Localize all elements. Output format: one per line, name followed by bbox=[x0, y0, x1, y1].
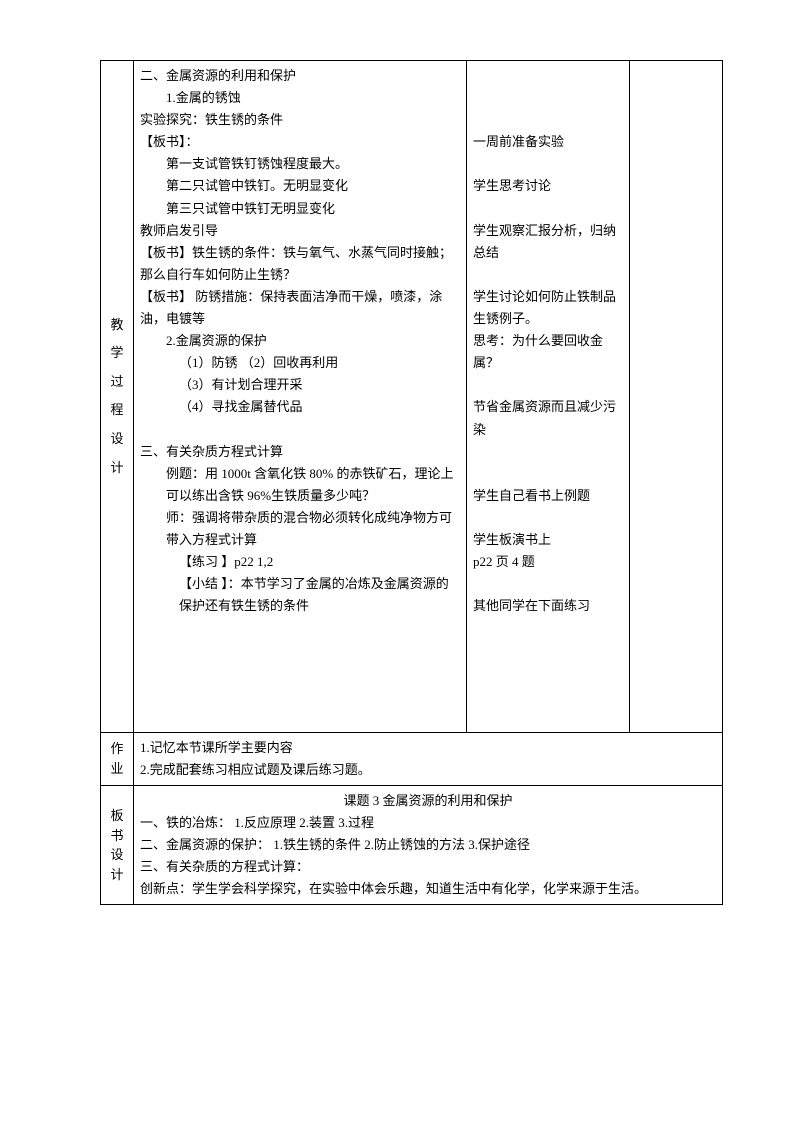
row-label-lesson-design: 教 学 过 程 设 计 bbox=[101, 61, 134, 733]
board-text: 【板书】 防锈措施：保持表面洁净而干燥，喷漆，涂油，电镀等 bbox=[140, 286, 460, 330]
text-line: 一、铁的冶炼： 1.反应原理 2.装置 3.过程 bbox=[140, 812, 716, 834]
text-line: （1）防锈 （2）回收再利用 bbox=[140, 352, 460, 374]
text-line: 学生观察汇报分析，归纳总结 bbox=[473, 220, 623, 264]
text-line: 学生自己看书上例题 bbox=[473, 485, 623, 507]
text-line: 第三只试管中铁钉无明显变化 bbox=[140, 198, 460, 220]
board-title: 课题 3 金属资源的利用和保护 bbox=[140, 790, 716, 812]
row-label-homework: 作 业 bbox=[101, 732, 134, 785]
table-row: 作 业 1.记忆本节课所学主要内容 2.完成配套练习相应试题及课后练习题。 bbox=[101, 732, 723, 785]
label-char: 业 bbox=[103, 759, 131, 779]
text-line: 学生讨论如何防止铁制品生锈例子。 bbox=[473, 286, 623, 330]
homework-cell: 1.记忆本节课所学主要内容 2.完成配套练习相应试题及课后练习题。 bbox=[134, 732, 723, 785]
text-line: 其他同学在下面练习 bbox=[473, 595, 623, 617]
subsection: 2.金属资源的保护 bbox=[140, 330, 460, 352]
label-char: 学 bbox=[103, 339, 131, 368]
text-line: 一周前准备实验 bbox=[473, 131, 623, 153]
label-char: 过 bbox=[103, 368, 131, 397]
text-line: 教师启发引导 bbox=[140, 220, 460, 242]
extra-cell bbox=[630, 61, 723, 733]
board-design-cell: 课题 3 金属资源的利用和保护 一、铁的冶炼： 1.反应原理 2.装置 3.过程… bbox=[134, 786, 723, 905]
table-row: 教 学 过 程 设 计 二、金属资源的利用和保护 1.金属的锈蚀 实验探究：铁生… bbox=[101, 61, 723, 733]
text-line: 二、金属资源的保护： 1.铁生锈的条件 2.防止锈蚀的方法 3.保护途径 bbox=[140, 834, 716, 856]
lesson-table: 教 学 过 程 设 计 二、金属资源的利用和保护 1.金属的锈蚀 实验探究：铁生… bbox=[100, 60, 723, 905]
text-line: 第一支试管铁钉锈蚀程度最大。 bbox=[140, 153, 460, 175]
text-line: 思考：为什么要回收金属？ bbox=[473, 330, 623, 374]
label-char: 书 bbox=[103, 826, 131, 846]
board-label: 【板书】： bbox=[140, 131, 460, 153]
text-line: 创新点：学生学会科学探究，在实验中体会乐趣，知道生活中有化学，化学来源于生活。 bbox=[140, 878, 716, 900]
label-char: 设 bbox=[103, 845, 131, 865]
label-char: 作 bbox=[103, 739, 131, 759]
example-text: 例题：用 1000t 含氧化铁 80% 的赤铁矿石，理论上可以练出含铁 96%生… bbox=[140, 463, 460, 507]
text-line: 三、有关杂质的方程式计算： bbox=[140, 856, 716, 878]
text-line: 实验探究：铁生锈的条件 bbox=[140, 109, 460, 131]
text-line: 师：强调将带杂质的混合物必须转化成纯净物方可带入方程式计算 bbox=[140, 507, 460, 551]
label-char: 设 bbox=[103, 425, 131, 454]
text-line: 2.完成配套练习相应试题及课后练习题。 bbox=[140, 759, 716, 781]
section-title: 三、有关杂质方程式计算 bbox=[140, 441, 460, 463]
label-char: 板 bbox=[103, 806, 131, 826]
text-line: 学生板演书上 bbox=[473, 529, 623, 551]
text-line: （4）寻找金属替代品 bbox=[140, 396, 460, 418]
subsection: 1.金属的锈蚀 bbox=[140, 87, 460, 109]
label-char: 计 bbox=[103, 865, 131, 885]
summary-text: 【小结 】：本节学习了金属的冶炼及金属资源的保护还有铁生锈的条件 bbox=[140, 573, 460, 617]
row-label-board-design: 板 书 设 计 bbox=[101, 786, 134, 905]
section-title: 二、金属资源的利用和保护 bbox=[140, 65, 460, 87]
text-line: 第二只试管中铁钉。无明显变化 bbox=[140, 175, 460, 197]
label-char: 教 bbox=[103, 311, 131, 340]
board-text: 【板书】铁生锈的条件：铁与氧气、水蒸气同时接触；那么自行车如何防止生锈？ bbox=[140, 242, 460, 286]
document-page: 教 学 过 程 设 计 二、金属资源的利用和保护 1.金属的锈蚀 实验探究：铁生… bbox=[0, 0, 800, 965]
label-char: 程 bbox=[103, 396, 131, 425]
text-line: 学生思考讨论 bbox=[473, 175, 623, 197]
text-line: 1.记忆本节课所学主要内容 bbox=[140, 737, 716, 759]
practice-text: 【练习 】p22 1,2 bbox=[140, 551, 460, 573]
table-row: 板 书 设 计 课题 3 金属资源的利用和保护 一、铁的冶炼： 1.反应原理 2… bbox=[101, 786, 723, 905]
text-line: p22 页 4 题 bbox=[473, 551, 623, 573]
right-content-cell: 一周前准备实验 学生思考讨论 学生观察汇报分析，归纳总结 学生讨论如何防止铁制品… bbox=[467, 61, 630, 733]
text-line: （3）有计划合理开采 bbox=[140, 374, 460, 396]
text-line: 节省金属资源而且减少污染 bbox=[473, 396, 623, 440]
label-char: 计 bbox=[103, 454, 131, 483]
main-content-cell: 二、金属资源的利用和保护 1.金属的锈蚀 实验探究：铁生锈的条件 【板书】： 第… bbox=[134, 61, 467, 733]
